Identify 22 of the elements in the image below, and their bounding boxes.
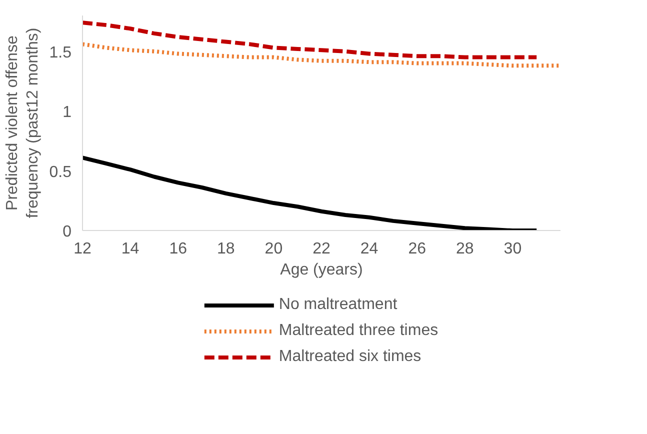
y-axis-title: Predicted violent offense frequency (past12 months) — [4, 28, 42, 218]
y-tick-label: 0.5 — [49, 164, 72, 181]
x-tick-label: 14 — [121, 240, 140, 258]
x-tick-label: 26 — [408, 240, 426, 258]
x-tick-label: 12 — [74, 240, 92, 258]
x-tick-label: 20 — [264, 240, 283, 258]
x-tick-label: 18 — [217, 240, 235, 258]
x-tick-label: 30 — [504, 240, 522, 258]
x-tick-label: 22 — [312, 240, 330, 258]
x-tick-label: 16 — [169, 240, 188, 258]
legend-label: No maltreatment — [278, 296, 398, 314]
legend-label: Maltreated six times — [278, 348, 422, 366]
line-series — [82, 156, 539, 230]
y-tick-label: 1.5 — [49, 44, 72, 62]
legend-label: Maltreated three times — [278, 322, 438, 340]
y-tick-label: 0 — [62, 224, 72, 240]
x-tick-label: 28 — [456, 240, 474, 258]
line-series — [82, 42, 560, 68]
x-axis-title: Age (years) — [280, 262, 363, 278]
x-tick-label: 24 — [360, 240, 378, 258]
y-tick-label: 1 — [62, 104, 72, 122]
line-series — [82, 20, 539, 60]
